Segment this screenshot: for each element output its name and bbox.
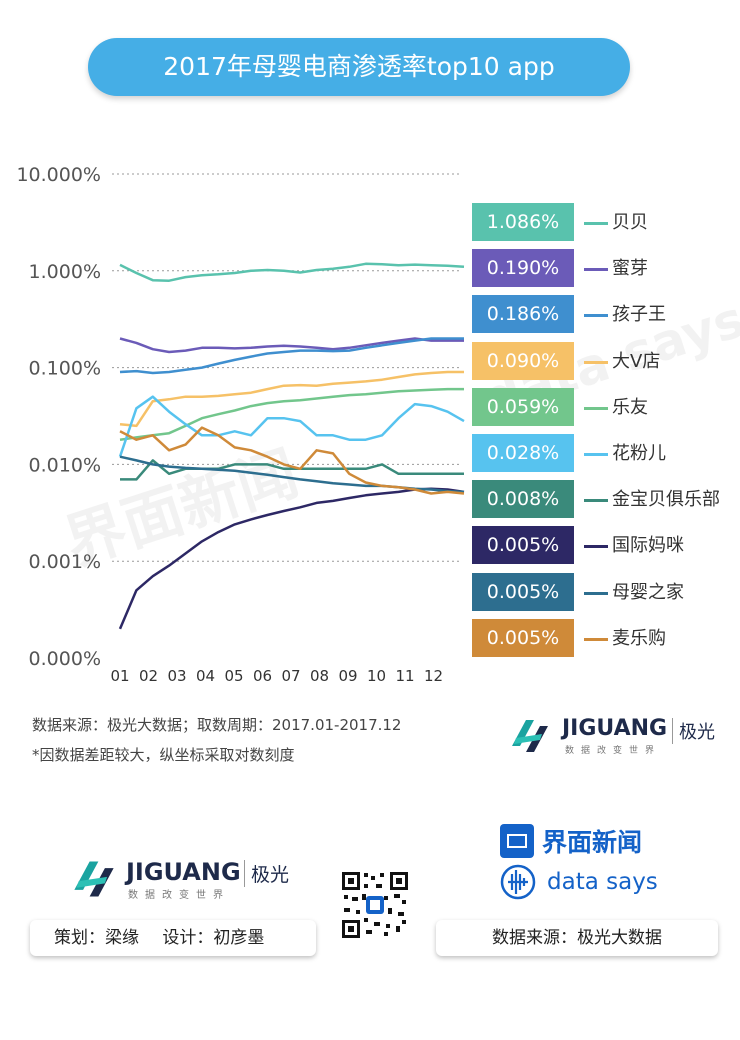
legend-swatch <box>584 591 608 595</box>
legend-swatch <box>584 637 608 641</box>
legend-swatch <box>584 314 608 318</box>
jiguang-brand: JIGUANG <box>562 716 668 741</box>
legend-value-box: 0.005% <box>472 572 574 611</box>
y-tick-label: 10.000% <box>16 164 101 186</box>
legend-swatch <box>584 222 608 225</box>
series-line-孩子王 <box>119 337 464 375</box>
x-tick-label: 09 <box>338 667 357 685</box>
legend-value-box: 0.005% <box>472 526 574 565</box>
series-line-大V店 <box>119 370 464 428</box>
legend-series-name: 孩子王 <box>612 304 666 326</box>
legend-value-box: 0.028% <box>472 434 574 472</box>
series-line-金宝贝俱乐部 <box>120 459 464 481</box>
y-axis-labels: 10.000% 1.000% 0.100% 0.010% 0.001% 0.000% <box>16 164 101 670</box>
datasays-logo-icon <box>500 864 536 900</box>
x-tick-label: 01 <box>110 667 129 685</box>
source-credit: 数据来源：极光大数据 <box>492 928 662 948</box>
x-tick-label: 06 <box>253 667 272 685</box>
legend-series-name: 金宝贝俱乐部 <box>612 489 720 511</box>
series-line-乐友 <box>119 387 464 441</box>
legend-swatch <box>584 545 608 549</box>
legend-series-name: 大V店 <box>612 350 661 372</box>
source-box: 数据来源：极光大数据 <box>436 920 718 956</box>
x-axis-labels: 01 02 03 04 05 06 07 08 09 10 11 12 <box>110 667 443 685</box>
series-line-国际妈咪 <box>118 487 465 630</box>
datasays-brand: data says <box>547 869 658 895</box>
jiguang-brand-cn: 极光 <box>244 860 289 887</box>
jiemian-logo-icon <box>500 824 534 858</box>
x-tick-label: 08 <box>310 667 329 685</box>
y-tick-label: 0.010% <box>29 454 101 476</box>
legend-swatch <box>584 453 608 456</box>
y-tick-label: 0.001% <box>29 551 101 573</box>
y-tick-label: 0.000% <box>29 648 101 670</box>
gridlines <box>112 173 462 562</box>
designer-credit: 设计：初彦墨 <box>162 928 265 948</box>
jiguang-tagline: 数据改变世界 <box>565 746 662 756</box>
legend-series-name: 母婴之家 <box>612 581 684 603</box>
legend-value-box: 0.190% <box>472 249 574 288</box>
credits-box: 策划：梁缘 设计：初彦墨 <box>30 920 316 956</box>
legend-value-box: 1.086% <box>472 203 574 241</box>
log-scale-note: *因数据差距较大，纵坐标采取对数刻度 <box>32 746 295 764</box>
x-tick-label: 10 <box>367 667 386 685</box>
legend-series-name: 贝贝 <box>612 212 648 233</box>
legend-series-name: 花粉儿 <box>612 443 666 464</box>
x-tick-label: 03 <box>167 667 186 685</box>
series-line-贝贝 <box>119 262 465 282</box>
legend-value-box: 0.059% <box>472 387 574 426</box>
qr-code-icon <box>340 870 410 940</box>
legend-value-box: 0.090% <box>472 341 574 380</box>
y-tick-label: 0.100% <box>29 358 101 380</box>
x-tick-label: 04 <box>196 667 215 685</box>
legend-value-box: 0.008% <box>472 480 574 519</box>
legend-series-name: 蜜芽 <box>612 258 648 280</box>
jiguang-tagline: 数据改变世界 <box>128 890 230 901</box>
legend-swatch <box>584 499 608 503</box>
legend-series-name: 麦乐购 <box>612 627 666 649</box>
x-tick-label: 11 <box>395 667 414 685</box>
legend-swatch <box>584 268 608 272</box>
legend-swatch <box>584 360 608 364</box>
legend-series-name: 国际妈咪 <box>612 535 684 557</box>
jiguang-brand: JIGUANG <box>126 858 241 886</box>
legend-series-name: 乐友 <box>612 396 648 418</box>
jiguang-logo-icon <box>74 861 114 897</box>
series-line-麦乐购 <box>119 426 465 495</box>
x-tick-label: 07 <box>281 667 300 685</box>
jiemian-brand: 界面新闻 <box>542 828 643 857</box>
series-line-蜜芽 <box>119 337 464 354</box>
jiguang-brand-cn: 极光 <box>672 718 715 744</box>
legend-value-box: 0.186% <box>472 295 574 334</box>
series-lines <box>118 262 465 630</box>
x-tick-label: 02 <box>139 667 158 685</box>
x-tick-label: 05 <box>224 667 243 685</box>
legend-swatch <box>584 406 608 410</box>
planner-credit: 策划：梁缘 <box>54 928 139 948</box>
y-tick-label: 1.000% <box>29 261 101 283</box>
legend-value-box: 0.005% <box>472 618 574 657</box>
chart-title: 2017年母婴电商渗透率top10 app <box>88 38 630 96</box>
series-line-花粉儿 <box>118 395 465 458</box>
line-chart: 10.000% 1.000% 0.100% 0.010% 0.001% 0.000% 01… <box>16 164 465 685</box>
jiguang-logo-icon <box>512 720 548 752</box>
x-tick-label: 12 <box>424 667 443 685</box>
source-note: 数据来源：极光大数据；取数周期：2017.01-2017.12 <box>32 716 402 734</box>
